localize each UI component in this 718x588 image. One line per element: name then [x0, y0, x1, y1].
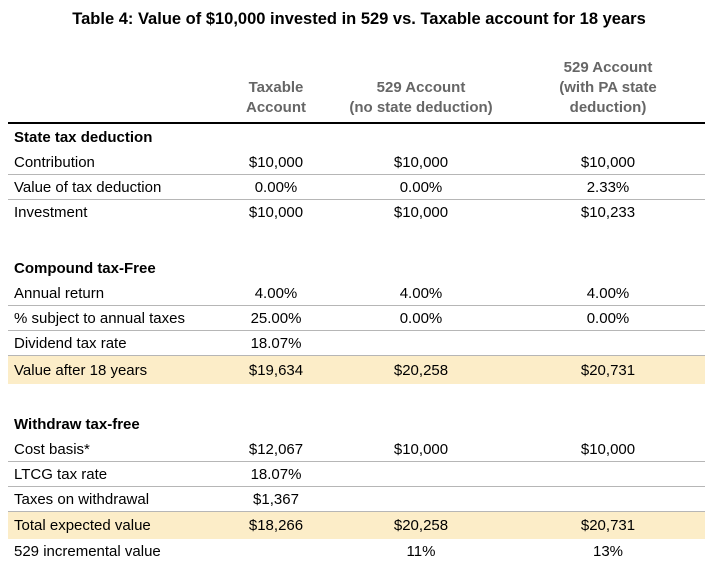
section-gap: [8, 225, 705, 255]
section-header-label: State tax deduction: [14, 128, 153, 146]
row-label: Value of tax deduction: [14, 178, 162, 196]
column-header-row: Taxable Account 529 Account (no state de…: [8, 29, 705, 124]
row-label: Contribution: [14, 153, 95, 171]
cell-529-no-deduction: 0.00%: [399, 178, 443, 196]
cell-taxable: 18.07%: [250, 334, 302, 352]
section-header-label: Withdraw tax-free: [14, 415, 140, 433]
row-value-after-18-years: Value after 18 years $19,634 $20,258 $20…: [8, 356, 705, 384]
cell-taxable: 18.07%: [250, 465, 302, 483]
cell-529-no-deduction: $20,258: [393, 361, 449, 379]
cell-529-pa-deduction: 4.00%: [586, 284, 630, 302]
cell-529-no-deduction: 4.00%: [399, 284, 443, 302]
cell-529-no-deduction: $10,000: [393, 204, 449, 221]
column-header-529-pa-deduction: 529 Account (with PA state deduction): [559, 59, 657, 116]
data-table: Taxable Account 529 Account (no state de…: [8, 29, 705, 564]
row-dividend-tax-rate: Dividend tax rate 18.07%: [8, 331, 705, 356]
row-annual-return: Annual return 4.00% 4.00% 4.00%: [8, 281, 705, 306]
row-label: LTCG tax rate: [14, 465, 108, 483]
cell-529-pa-deduction: $20,731: [580, 517, 636, 534]
row-contribution: Contribution $10,000 $10,000 $10,000: [8, 150, 705, 175]
cell-taxable: 4.00%: [254, 284, 298, 302]
cell-taxable: $10,000: [248, 153, 304, 171]
cell-529-pa-deduction: $10,000: [580, 440, 636, 458]
cell-taxable: $19,634: [248, 361, 304, 379]
row-total-expected-value: Total expected value $18,266 $20,258 $20…: [8, 512, 705, 539]
cell-529-pa-deduction: 0.00%: [586, 309, 630, 327]
row-529-incremental-value: 529 incremental value 11% 13%: [8, 539, 705, 564]
cell-taxable: $12,067: [248, 440, 304, 458]
row-label: Annual return: [14, 284, 105, 302]
row-label: Value after 18 years: [14, 361, 148, 379]
column-header-taxable-account: Taxable Account: [246, 79, 306, 116]
cell-taxable: 25.00%: [250, 309, 302, 327]
row-label: Cost basis*: [14, 440, 90, 458]
row-pct-subject-to-annual-taxes: % subject to annual taxes 25.00% 0.00% 0…: [8, 306, 705, 331]
row-cost-basis: Cost basis* $12,067 $10,000 $10,000: [8, 437, 705, 462]
row-label: Taxes on withdrawal: [14, 490, 150, 508]
cell-529-pa-deduction: $10,000: [580, 153, 636, 171]
section-header-withdraw-tax-free: Withdraw tax-free: [8, 411, 705, 437]
row-label: Total expected value: [14, 517, 151, 534]
section-header-compound-tax-free: Compound tax-Free: [8, 255, 705, 281]
cell-529-pa-deduction: 13%: [592, 543, 624, 560]
column-header-529-no-deduction: 529 Account (no state deduction): [349, 79, 493, 116]
row-value-of-tax-deduction: Value of tax deduction 0.00% 0.00% 2.33%: [8, 175, 705, 200]
cell-529-no-deduction: $20,258: [393, 517, 449, 534]
row-taxes-on-withdrawal: Taxes on withdrawal $1,367: [8, 487, 705, 512]
section-header-label: Compound tax-Free: [14, 259, 156, 277]
cell-529-pa-deduction: $10,233: [580, 204, 636, 221]
row-label: 529 incremental value: [14, 543, 161, 560]
row-label: Dividend tax rate: [14, 334, 127, 352]
row-label: Investment: [14, 204, 88, 221]
cell-529-pa-deduction: 2.33%: [586, 178, 630, 196]
cell-taxable: $1,367: [253, 490, 299, 508]
cell-529-no-deduction: $10,000: [393, 153, 449, 171]
row-ltcg-tax-rate: LTCG tax rate 18.07%: [8, 462, 705, 487]
row-label: % subject to annual taxes: [14, 309, 185, 327]
cell-529-no-deduction: 11%: [406, 543, 436, 560]
table-title: Table 4: Value of $10,000 invested in 52…: [72, 10, 646, 28]
cell-529-no-deduction: 0.00%: [399, 309, 443, 327]
cell-taxable: 0.00%: [254, 178, 298, 196]
cell-taxable: $10,000: [248, 204, 304, 221]
cell-529-no-deduction: $10,000: [393, 440, 449, 458]
cell-529-pa-deduction: $20,731: [580, 361, 636, 379]
row-investment: Investment $10,000 $10,000 $10,233: [8, 200, 705, 225]
section-header-state-tax-deduction: State tax deduction: [8, 124, 705, 150]
cell-taxable: $18,266: [248, 517, 304, 534]
section-gap: [8, 384, 705, 411]
